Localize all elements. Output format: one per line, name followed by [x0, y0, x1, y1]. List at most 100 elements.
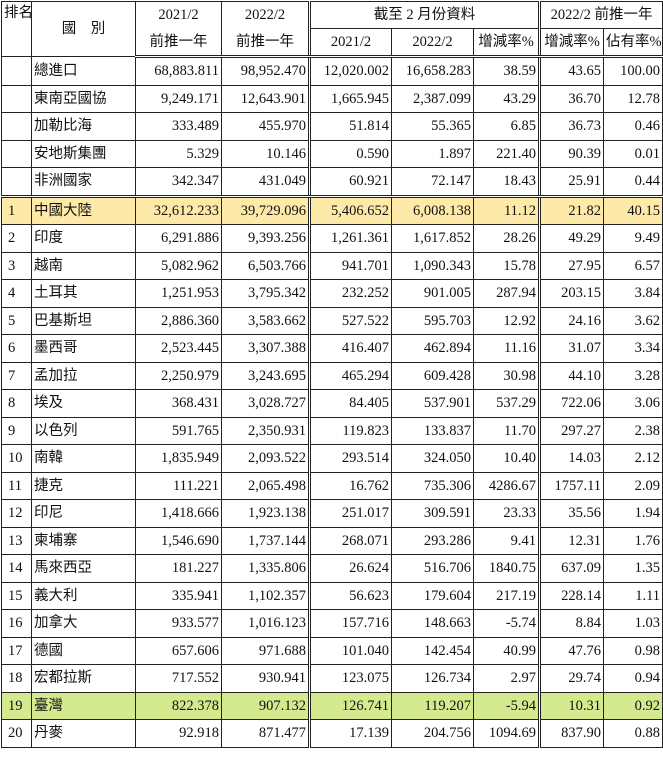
value-2021-trailing-cell: 5.329 [135, 139, 222, 168]
value-feb-2022-cell: 595.703 [391, 306, 474, 335]
value-2022-trailing-cell: 1,923.138 [221, 499, 310, 528]
value-feb-change-cell: 11.16 [472, 334, 541, 363]
value-feb-2021-cell: 119.823 [308, 416, 392, 445]
value-feb-2022-cell: 735.306 [391, 471, 474, 500]
value-feb-change-cell: 40.99 [472, 636, 541, 665]
country-name-cell: 柬埔寨 [31, 526, 136, 555]
ranked-row: 9 以色列 591.765 2,350.931 119.823 133.837 11.70 2… [1, 416, 663, 445]
value-2021-trailing-cell: 6,291.886 [135, 224, 222, 253]
value-2022-trailing-cell: 2,093.522 [221, 444, 310, 473]
value-feb-2021-cell: 123.075 [308, 664, 392, 693]
value-feb-change-cell: 287.94 [472, 279, 541, 308]
value-feb-change-cell: 28.26 [472, 224, 541, 253]
value-2021-trailing-cell: 368.431 [135, 389, 222, 418]
summary-row: 總進口 68,883.811 98,952.470 12,020.002 16,658.… [1, 56, 663, 86]
value-trailing-share-cell: 3.62 [603, 306, 663, 335]
value-trailing-change-cell: 43.65 [538, 56, 605, 86]
value-2021-trailing-cell: 822.378 [135, 691, 222, 720]
country-name-cell: 加拿大 [31, 609, 136, 638]
value-feb-2022-cell: 516.706 [391, 554, 474, 583]
trailing-change-header: 增減率% [538, 28, 605, 58]
value-feb-2021-cell: 26.624 [308, 554, 392, 583]
value-trailing-change-cell: 25.91 [538, 167, 605, 198]
value-2021-trailing-cell: 1,418.666 [135, 499, 222, 528]
value-feb-2021-cell: 465.294 [308, 361, 392, 390]
value-feb-2022-cell: 2,387.099 [391, 84, 474, 113]
value-2021-trailing-cell: 92.918 [135, 719, 222, 748]
value-feb-2022-cell: 324.050 [391, 444, 474, 473]
country-name-cell: 東南亞國協 [31, 84, 136, 113]
value-feb-change-cell: -5.94 [472, 691, 541, 720]
ranked-row: 2 印度 6,291.886 9,393.256 1,261.361 1,617.852 2… [1, 224, 663, 253]
value-trailing-change-cell: 90.39 [538, 139, 605, 168]
summary-row: 安地斯集團 5.329 10.146 0.590 1.897 221.40 90.39 0.0… [1, 139, 663, 168]
value-feb-2021-cell: 157.716 [308, 609, 392, 638]
rank-cell: 11 [1, 471, 32, 500]
country-name-cell: 中國大陸 [31, 195, 136, 225]
value-feb-change-cell: 6.85 [472, 112, 541, 141]
rank-cell: 5 [1, 306, 32, 335]
value-feb-change-cell: 38.59 [472, 56, 541, 86]
ranked-row: 17 德國 657.606 971.688 101.040 142.454 40.99 47.… [1, 636, 663, 665]
value-feb-2021-cell: 17.139 [308, 719, 392, 748]
value-feb-2021-cell: 941.701 [308, 251, 392, 280]
value-trailing-change-cell: 31.07 [538, 334, 605, 363]
value-feb-2021-cell: 16.762 [308, 471, 392, 500]
rank-cell [1, 84, 32, 113]
value-trailing-share-cell: 3.34 [603, 334, 663, 363]
value-trailing-share-cell: 40.15 [603, 195, 663, 225]
value-trailing-change-cell: 10.31 [538, 691, 605, 720]
country-name-cell: 南韓 [31, 444, 136, 473]
value-feb-2021-cell: 1,261.361 [308, 224, 392, 253]
table-header: 排名 國 別 2021/2 2022/2 截至 2 月份資料 2022/2 前推… [1, 1, 663, 58]
rank-cell: 13 [1, 526, 32, 555]
value-2022-trailing-cell: 3,243.695 [221, 361, 310, 390]
value-2021-trailing-cell: 333.489 [135, 112, 222, 141]
value-feb-change-cell: 11.70 [472, 416, 541, 445]
rank-cell: 12 [1, 499, 32, 528]
value-feb-2022-cell: 1.897 [391, 139, 474, 168]
ranked-row: 19 臺灣 822.378 907.132 126.741 119.207 -5.94 10.… [1, 691, 663, 720]
value-feb-2021-cell: 268.071 [308, 526, 392, 555]
value-2022-trailing-cell: 6,503.766 [221, 251, 310, 280]
value-feb-change-cell: 23.33 [472, 499, 541, 528]
value-trailing-change-cell: 837.90 [538, 719, 605, 748]
value-trailing-change-cell: 1757.11 [538, 471, 605, 500]
value-feb-2022-cell: 16,658.283 [391, 56, 474, 86]
value-trailing-share-cell: 0.98 [603, 636, 663, 665]
ranked-row: 12 印尼 1,418.666 1,923.138 251.017 309.591 23.3… [1, 499, 663, 528]
value-trailing-share-cell: 0.46 [603, 112, 663, 141]
ranked-row: 1 中國大陸 32,612.233 39,729.096 5,406.652 6,008.… [1, 195, 663, 225]
value-trailing-share-cell: 100.00 [603, 56, 663, 86]
country-name-cell: 巴基斯坦 [31, 306, 136, 335]
value-2021-trailing-cell: 342.347 [135, 167, 222, 198]
value-2022-trailing-cell: 3,583.662 [221, 306, 310, 335]
value-trailing-share-cell: 2.12 [603, 444, 663, 473]
value-2022-trailing-cell: 39,729.096 [221, 195, 310, 225]
value-feb-change-cell: 537.29 [472, 389, 541, 418]
rank-cell: 10 [1, 444, 32, 473]
value-feb-2022-cell: 148.663 [391, 609, 474, 638]
rank-cell: 6 [1, 334, 32, 363]
value-2021-trailing-cell: 717.552 [135, 664, 222, 693]
value-feb-2022-cell: 126.734 [391, 664, 474, 693]
value-2022-trailing-cell: 3,307.388 [221, 334, 310, 363]
value-2022-trailing-cell: 930.941 [221, 664, 310, 693]
value-2021-trailing-cell: 933.577 [135, 609, 222, 638]
country-name-cell: 馬來西亞 [31, 554, 136, 583]
value-feb-2022-cell: 901.005 [391, 279, 474, 308]
value-2021-trailing-cell: 591.765 [135, 416, 222, 445]
summary-row: 非洲國家 342.347 431.049 60.921 72.147 18.43 25.91… [1, 167, 663, 198]
ranked-row: 15 義大利 335.941 1,102.357 56.623 179.604 217.19… [1, 581, 663, 610]
value-feb-2022-cell: 133.837 [391, 416, 474, 445]
summary-row: 東南亞國協 9,249.171 12,643.901 1,665.945 2,387.0… [1, 84, 663, 113]
value-trailing-share-cell: 3.06 [603, 389, 663, 418]
value-trailing-change-cell: 44.10 [538, 361, 605, 390]
value-2021-trailing-cell: 2,523.445 [135, 334, 222, 363]
value-trailing-share-cell: 1.35 [603, 554, 663, 583]
value-feb-change-cell: 2.97 [472, 664, 541, 693]
table-body: 總進口 68,883.811 98,952.470 12,020.002 16,658.… [1, 56, 663, 748]
value-2022-trailing-cell: 1,016.123 [221, 609, 310, 638]
ranked-row: 20 丹麥 92.918 871.477 17.139 204.756 1094.69 837… [1, 719, 663, 748]
value-2022-trailing-cell: 1,737.144 [221, 526, 310, 555]
